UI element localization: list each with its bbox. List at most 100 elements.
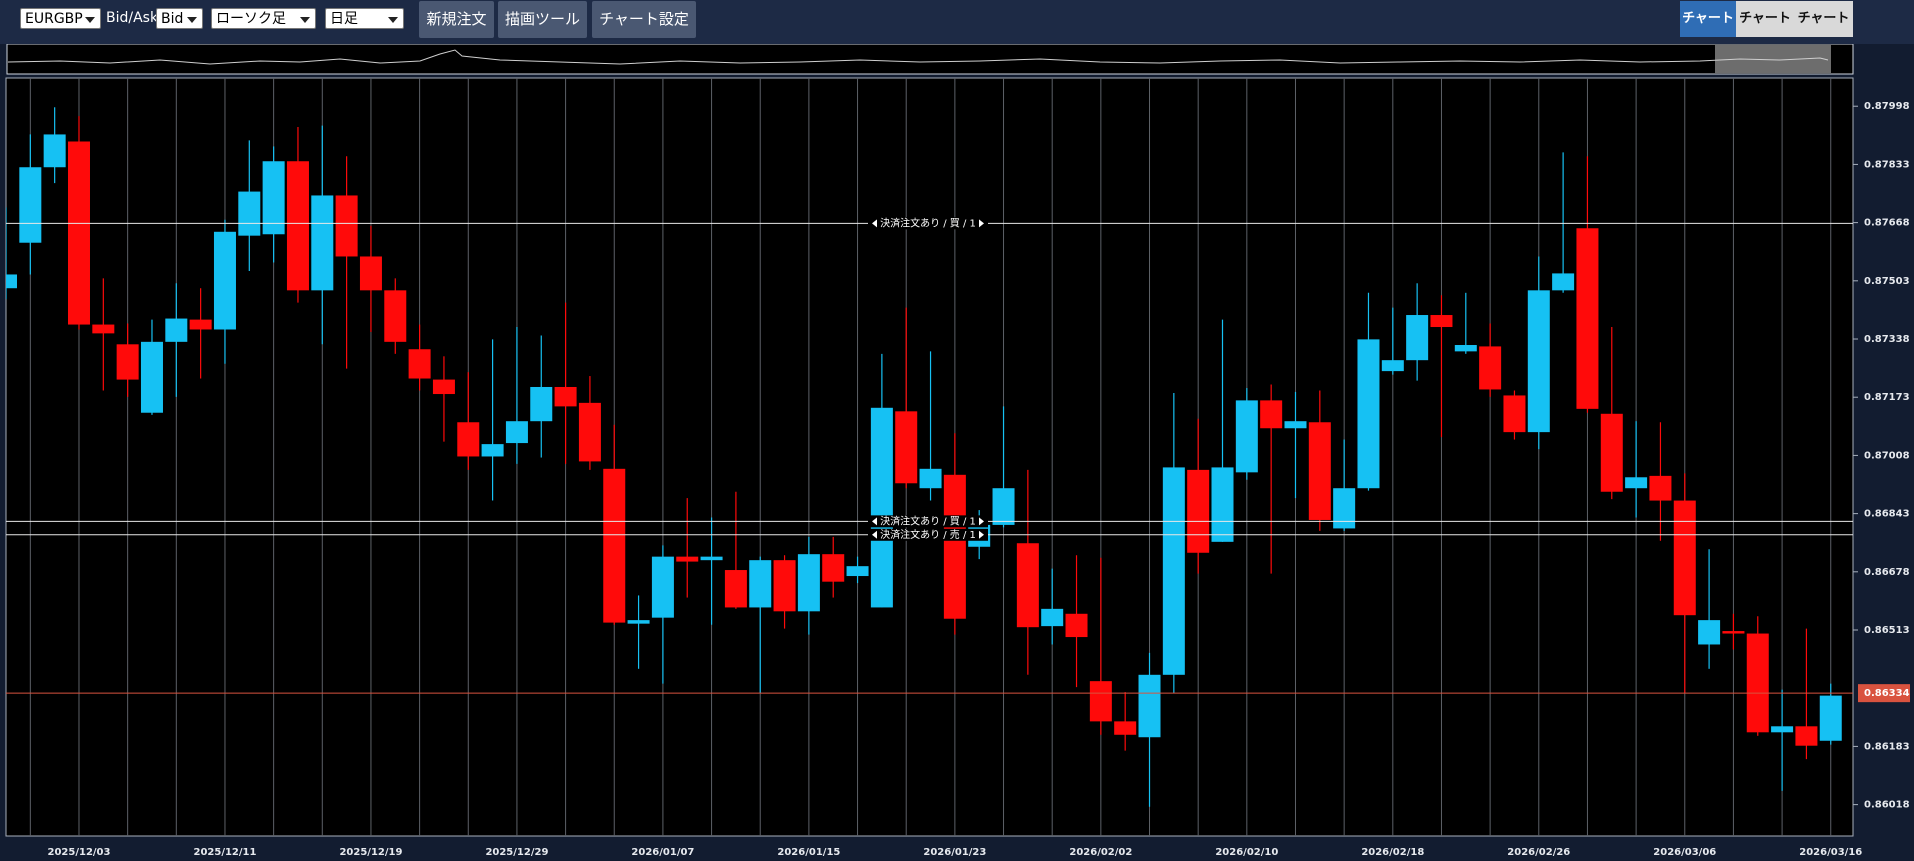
timeframe-select[interactable]: 日足: [325, 8, 404, 29]
candle-body: [919, 468, 942, 489]
candle-body: [213, 231, 236, 330]
order-arrow-right: [979, 517, 984, 526]
x-tick-label: 2026/01/15: [777, 847, 840, 858]
candle-body: [1260, 400, 1283, 429]
candle-body: [1454, 345, 1477, 352]
candle-body: [578, 402, 601, 462]
candle-body: [1722, 631, 1745, 634]
candle-body: [432, 379, 455, 395]
candle-body: [1235, 400, 1258, 473]
y-tick-label: 0.87668: [1864, 218, 1910, 229]
candle-body: [165, 318, 188, 342]
order-label-bg: [868, 217, 988, 230]
timeframe-text: 日足: [330, 11, 358, 27]
candle-body: [19, 167, 42, 243]
candle-body: [1162, 467, 1185, 675]
candle-body: [627, 620, 650, 624]
candle-body: [116, 344, 139, 380]
x-tick-label: 2026/03/06: [1653, 847, 1716, 858]
drawing-tools-button[interactable]: 描画ツール: [498, 1, 587, 38]
candle-body: [92, 324, 115, 334]
candle-body: [1771, 726, 1794, 733]
y-tick-label: 0.87998: [1864, 101, 1910, 112]
x-tick-label: 2026/03/16: [1799, 847, 1862, 858]
candle-body: [238, 191, 261, 236]
candle-body: [749, 560, 772, 608]
y-tick-label: 0.87338: [1864, 334, 1910, 345]
candle-body: [481, 444, 504, 457]
candle-body: [1089, 681, 1112, 722]
x-tick-label: 2026/02/10: [1215, 847, 1278, 858]
order-arrow-right: [979, 530, 984, 539]
candle-body: [1065, 613, 1088, 638]
candle-body: [457, 422, 480, 457]
chart-tab[interactable]: チャート3: [1794, 1, 1853, 62]
candle-body: [1795, 726, 1818, 746]
candle-body: [384, 290, 407, 342]
y-tick-label: 0.86513: [1864, 625, 1910, 636]
candle-body: [505, 421, 528, 444]
chart-tab[interactable]: チャート1: [1680, 1, 1736, 62]
current-price-box: [1858, 684, 1910, 703]
candle-body: [359, 256, 382, 291]
candle-body: [6, 274, 17, 289]
symbol-select[interactable]: EURGBP: [20, 8, 101, 29]
order-arrow-left: [872, 530, 877, 539]
candle-body: [797, 554, 820, 612]
candle-body: [1187, 469, 1210, 553]
candle-body: [1698, 620, 1721, 645]
candle-body: [262, 161, 285, 235]
candle-body: [530, 386, 553, 422]
x-tick-label: 2025/12/11: [193, 847, 256, 858]
candle-body: [1527, 290, 1550, 433]
candle-body: [1357, 339, 1380, 489]
price-type-select[interactable]: Bid: [156, 8, 203, 29]
candle-body: [1114, 721, 1137, 735]
order-label: 決済注文あり / 買 / 1: [880, 216, 976, 229]
candle-body: [1381, 360, 1404, 372]
order-arrow-left: [872, 219, 877, 228]
candle-body: [822, 554, 845, 582]
y-tick-label: 0.86183: [1864, 741, 1910, 752]
order-label-bg: [868, 528, 988, 541]
candle-body: [140, 341, 163, 413]
chart-type-select[interactable]: ローソク足: [211, 8, 316, 29]
price-type-text: Bid: [161, 11, 184, 27]
order-label: 決済注文あり / 買 / 1: [880, 514, 976, 527]
x-tick-label: 2026/02/26: [1507, 847, 1570, 858]
overview-frame: [6, 44, 1854, 75]
current-price-label: 0.86334: [1864, 688, 1910, 699]
candle-body: [1649, 475, 1672, 501]
overview: [6, 44, 1854, 75]
candle-body: [43, 134, 66, 168]
candle-body: [335, 195, 358, 257]
candle-body: [286, 161, 309, 291]
candle-body: [1333, 488, 1356, 529]
order-arrow-left: [872, 517, 877, 526]
x-tick-label: 2026/01/23: [923, 847, 986, 858]
candle-body: [1819, 695, 1842, 741]
candle-body: [1430, 315, 1453, 328]
candle-body: [992, 488, 1015, 525]
candle-body: [724, 570, 747, 608]
candle-body: [1041, 608, 1064, 627]
y-tick-label: 0.87503: [1864, 276, 1910, 287]
candle-body: [676, 556, 699, 562]
chart-settings-button[interactable]: チャート設定: [592, 1, 696, 38]
candle-body: [1600, 413, 1623, 492]
toolbar: EURGBP Bid/Ask Bid ローソク足 日足 新規注文 描画ツール チ…: [0, 0, 1914, 62]
candle-body: [408, 349, 431, 379]
x-tick-label: 2026/01/07: [631, 847, 694, 858]
candle-body: [603, 468, 626, 623]
candle-body: [1138, 674, 1161, 738]
candle-body: [1284, 421, 1307, 429]
new-order-button[interactable]: 新規注文: [419, 1, 494, 38]
y-tick-label: 0.87833: [1864, 159, 1910, 170]
order-label-bg: [868, 515, 988, 528]
candle-body: [1211, 467, 1234, 542]
chart-tab[interactable]: チャート2: [1736, 1, 1794, 62]
candle-body: [1479, 346, 1502, 390]
order-label: 決済注文あり / 売 / 1: [880, 528, 976, 541]
overview-line: [7, 49, 1829, 65]
